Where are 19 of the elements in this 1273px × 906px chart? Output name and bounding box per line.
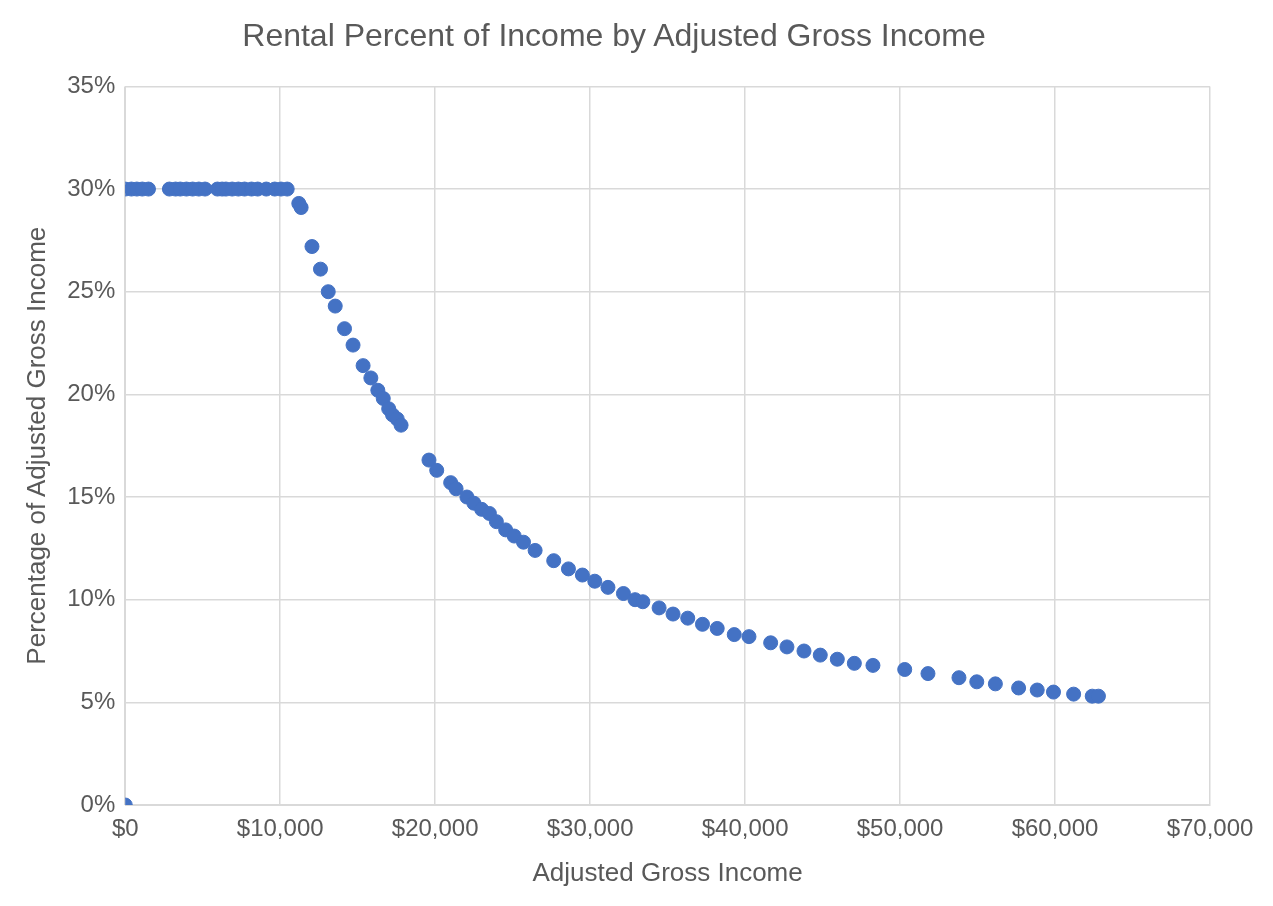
x-axis-title: Adjusted Gross Income bbox=[532, 856, 803, 887]
x-tick-label: $30,000 bbox=[546, 814, 634, 842]
x-tick-label: $40,000 bbox=[701, 814, 789, 842]
y-tick-label: 25% bbox=[67, 276, 116, 304]
y-tick-label: 20% bbox=[67, 379, 116, 406]
y-tick-label: 0% bbox=[80, 789, 116, 817]
x-tick-label: $0 bbox=[111, 814, 139, 842]
y-tick-label: 15% bbox=[67, 481, 116, 509]
x-tick-label: $60,000 bbox=[1011, 814, 1099, 842]
x-tick-label: $70,000 bbox=[1166, 814, 1254, 842]
y-tick-label: 35% bbox=[67, 71, 116, 99]
y-tick-label: 30% bbox=[67, 173, 116, 201]
x-tick-label: $20,000 bbox=[391, 814, 479, 842]
y-tick-label: 10% bbox=[67, 584, 116, 612]
y-axis-title: Percentage of Adjusted Gross Income bbox=[20, 226, 51, 665]
y-tick-label: 5% bbox=[80, 686, 116, 714]
chart-title: Rental Percent of Income by Adjusted Gross Income bbox=[242, 17, 986, 54]
x-tick-label: $50,000 bbox=[856, 814, 944, 842]
x-tick-label: $10,000 bbox=[236, 814, 324, 842]
